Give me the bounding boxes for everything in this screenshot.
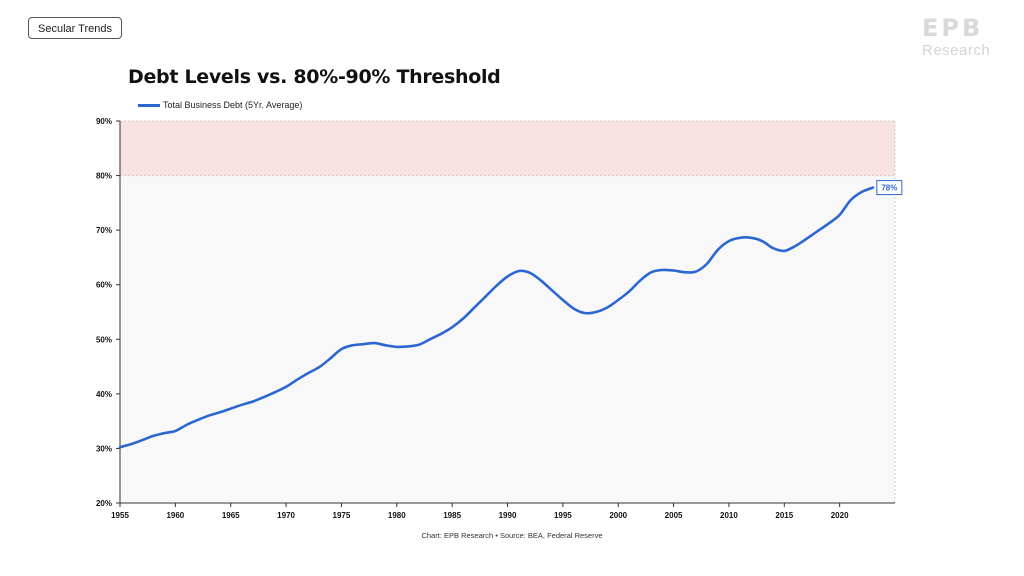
x-tick-label: 2020 — [831, 511, 849, 520]
brand-logo: EPB Research — [922, 14, 1002, 64]
x-tick-label: 1985 — [443, 511, 461, 520]
series-line-total-business-debt — [118, 186, 875, 449]
y-tick-label: 70% — [96, 226, 112, 235]
x-tick-label: 2005 — [665, 511, 683, 520]
threshold-band — [120, 121, 895, 176]
legend-label: Total Business Debt (5Yr. Average) — [163, 100, 303, 110]
x-tick-label: 2000 — [609, 511, 627, 520]
legend-swatch — [138, 103, 160, 107]
logo-subtitle: Research — [922, 42, 991, 59]
x-tick-label: 1955 — [111, 511, 129, 520]
x-tick-label: 1995 — [554, 511, 572, 520]
section-tag[interactable]: Secular Trends — [28, 17, 122, 39]
x-tick-label: 2015 — [775, 511, 793, 520]
x-tick-label: 1975 — [333, 511, 351, 520]
x-tick-label: 2010 — [720, 511, 738, 520]
logo-mark: EPB — [922, 14, 984, 42]
chart-legend: Total Business Debt (5Yr. Average) — [138, 100, 302, 110]
y-tick-label: 30% — [96, 444, 112, 453]
x-tick-label: 1965 — [222, 511, 240, 520]
end-value-box — [876, 180, 903, 196]
x-tick-label: 1990 — [499, 511, 517, 520]
x-tick-label: 1970 — [277, 511, 295, 520]
x-tick-label: 1960 — [166, 511, 184, 520]
y-tick-label: 20% — [96, 499, 112, 508]
y-tick-label: 90% — [96, 117, 112, 126]
y-tick-label: 40% — [96, 390, 112, 399]
y-tick-label: 80% — [96, 172, 112, 181]
chart-title: Debt Levels vs. 80%-90% Threshold — [128, 66, 501, 88]
source-note: Chart: EPB Research • Source: BEA, Feder… — [421, 531, 603, 540]
plot-area — [120, 121, 895, 503]
y-tick-label: 60% — [96, 281, 112, 290]
end-value-label: 78% — [881, 184, 897, 193]
y-tick-label: 50% — [96, 335, 112, 344]
x-tick-label: 1980 — [388, 511, 406, 520]
